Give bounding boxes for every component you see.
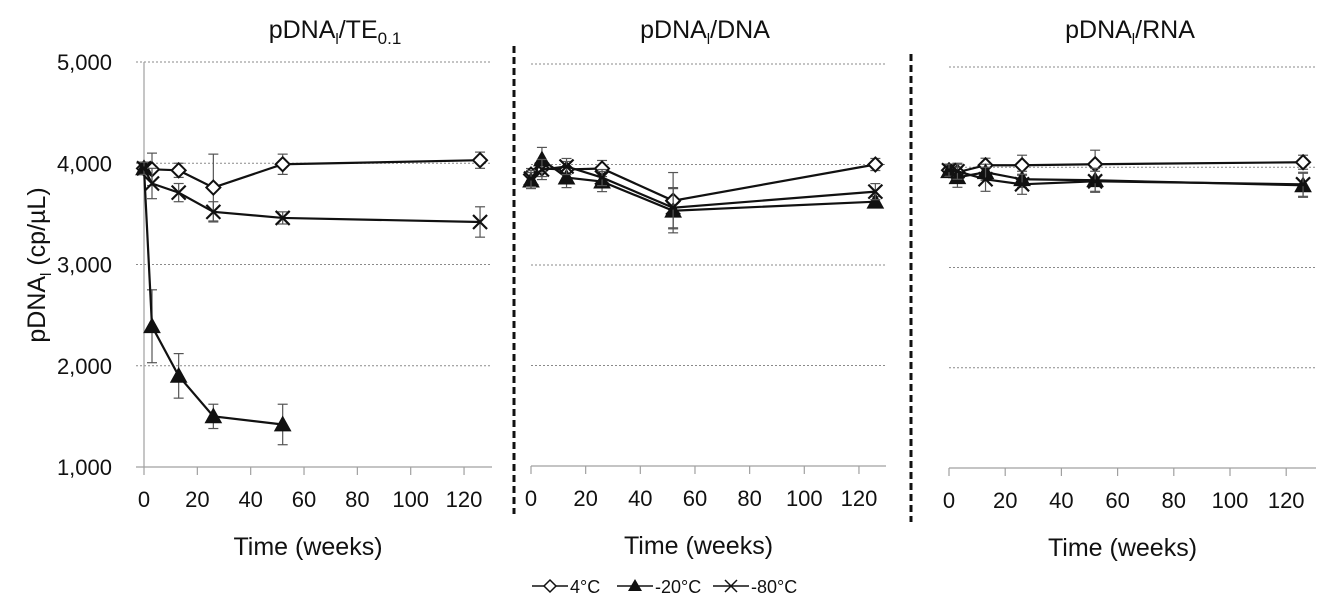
data-point <box>1087 173 1103 190</box>
series-4C <box>135 151 489 222</box>
x-tick-label: 120 <box>841 486 878 511</box>
x-tick-label: 80 <box>345 487 369 512</box>
data-point <box>144 175 160 192</box>
data-point <box>665 199 681 216</box>
data-point <box>170 184 187 201</box>
data-point <box>867 183 884 200</box>
data-point <box>866 156 884 173</box>
panel-title: pDNAl/RNA <box>1065 16 1195 48</box>
legend-label: -20°C <box>655 577 701 597</box>
x-tick-label: 0 <box>525 486 537 511</box>
y-tick-label: 2,000 <box>57 354 112 379</box>
data-point <box>977 171 994 188</box>
data-point <box>204 179 222 196</box>
x-tick-label: 60 <box>1105 488 1129 513</box>
triangle-icon <box>628 579 642 591</box>
data-point <box>274 155 292 173</box>
x-tick-label: 80 <box>737 486 761 511</box>
x-tick-label: 40 <box>628 486 652 511</box>
x-axis-title: Time (weeks) <box>1048 534 1197 562</box>
data-point <box>523 170 539 187</box>
data-point <box>558 158 575 175</box>
data-point <box>1294 153 1312 171</box>
y-axis-title: pDNAl (cp/µL) <box>23 187 55 342</box>
series-line <box>948 169 1304 186</box>
series-4C <box>522 156 884 230</box>
x-tick-label: 0 <box>138 487 150 512</box>
legend-entry-1: 4°C <box>532 577 600 597</box>
data-point <box>866 192 885 209</box>
data-point <box>1014 176 1030 193</box>
series-line <box>143 159 481 189</box>
data-point <box>274 210 291 226</box>
panel-2: 0 20 40 60 80 100 120 Time (weeks) pDNAl/DNA <box>522 16 886 560</box>
panel-title: pDNAl/DNA <box>640 16 770 48</box>
x-tick-label: 60 <box>292 487 316 512</box>
data-point <box>136 160 152 177</box>
panel-title: pDNAl/TE0.1 <box>269 16 402 48</box>
data-point <box>534 161 550 178</box>
y-tick-label: 4,000 <box>57 151 112 176</box>
series-line <box>530 157 876 212</box>
x-tick-label: 60 <box>683 486 707 511</box>
x-tick-label: 20 <box>185 487 209 512</box>
data-point <box>143 317 161 334</box>
y-tick-label: 3,000 <box>57 253 112 278</box>
data-point <box>557 168 576 185</box>
legend-label: 4°C <box>570 577 600 597</box>
legend-entry-2: -20°C <box>617 577 701 597</box>
data-point <box>1295 176 1311 193</box>
x-tick-label: 100 <box>786 486 823 511</box>
x-tick-label: 40 <box>1049 488 1073 513</box>
legend-label: -80°C <box>751 577 797 597</box>
x-tick-label: 120 <box>1268 488 1305 513</box>
data-point <box>594 169 610 186</box>
x-tick-label: 20 <box>993 488 1017 513</box>
x-tick-label: 20 <box>573 486 597 511</box>
data-point <box>1013 156 1031 174</box>
y-tick-label: 5,000 <box>57 50 112 75</box>
y-tick-label: 1,000 <box>57 455 112 480</box>
data-point <box>273 415 292 432</box>
series-line <box>143 167 481 224</box>
data-point <box>949 163 966 180</box>
x-tick-label: 0 <box>943 488 955 513</box>
series--80C <box>523 157 884 229</box>
x-axis-title: Time (weeks) <box>233 533 382 561</box>
legend-entry-3: -80°C <box>713 577 797 597</box>
x-tick-label: 100 <box>1212 488 1249 513</box>
legend: 4°C -20°C -80°C <box>532 577 797 597</box>
x-tick-label: 80 <box>1162 488 1186 513</box>
series--20C <box>522 146 885 234</box>
series--80C <box>941 162 1311 197</box>
cross-icon <box>724 579 738 593</box>
series-4C <box>940 149 1312 181</box>
data-point <box>204 407 223 424</box>
panels-layer: 1,000 2,000 3,000 4,000 5,000 0 20 40 60 80 100 120… <box>57 16 1316 562</box>
panel-1: 1,000 2,000 3,000 4,000 5,000 0 20 40 60 80 100 120… <box>57 16 492 561</box>
data-point <box>471 151 489 169</box>
panel-3: 0 20 40 60 80 100 120 Time (weeks) pDNAl/RNA <box>940 16 1316 562</box>
data-point <box>169 366 188 383</box>
diamond-icon <box>542 578 558 594</box>
x-tick-label: 120 <box>446 487 483 512</box>
x-tick-label: 40 <box>238 487 262 512</box>
data-point <box>170 161 188 179</box>
data-point <box>205 204 222 220</box>
data-point <box>472 214 488 230</box>
series--80C <box>136 160 488 238</box>
x-axis-title: Time (weeks) <box>624 532 773 560</box>
x-tick-label: 100 <box>392 487 429 512</box>
